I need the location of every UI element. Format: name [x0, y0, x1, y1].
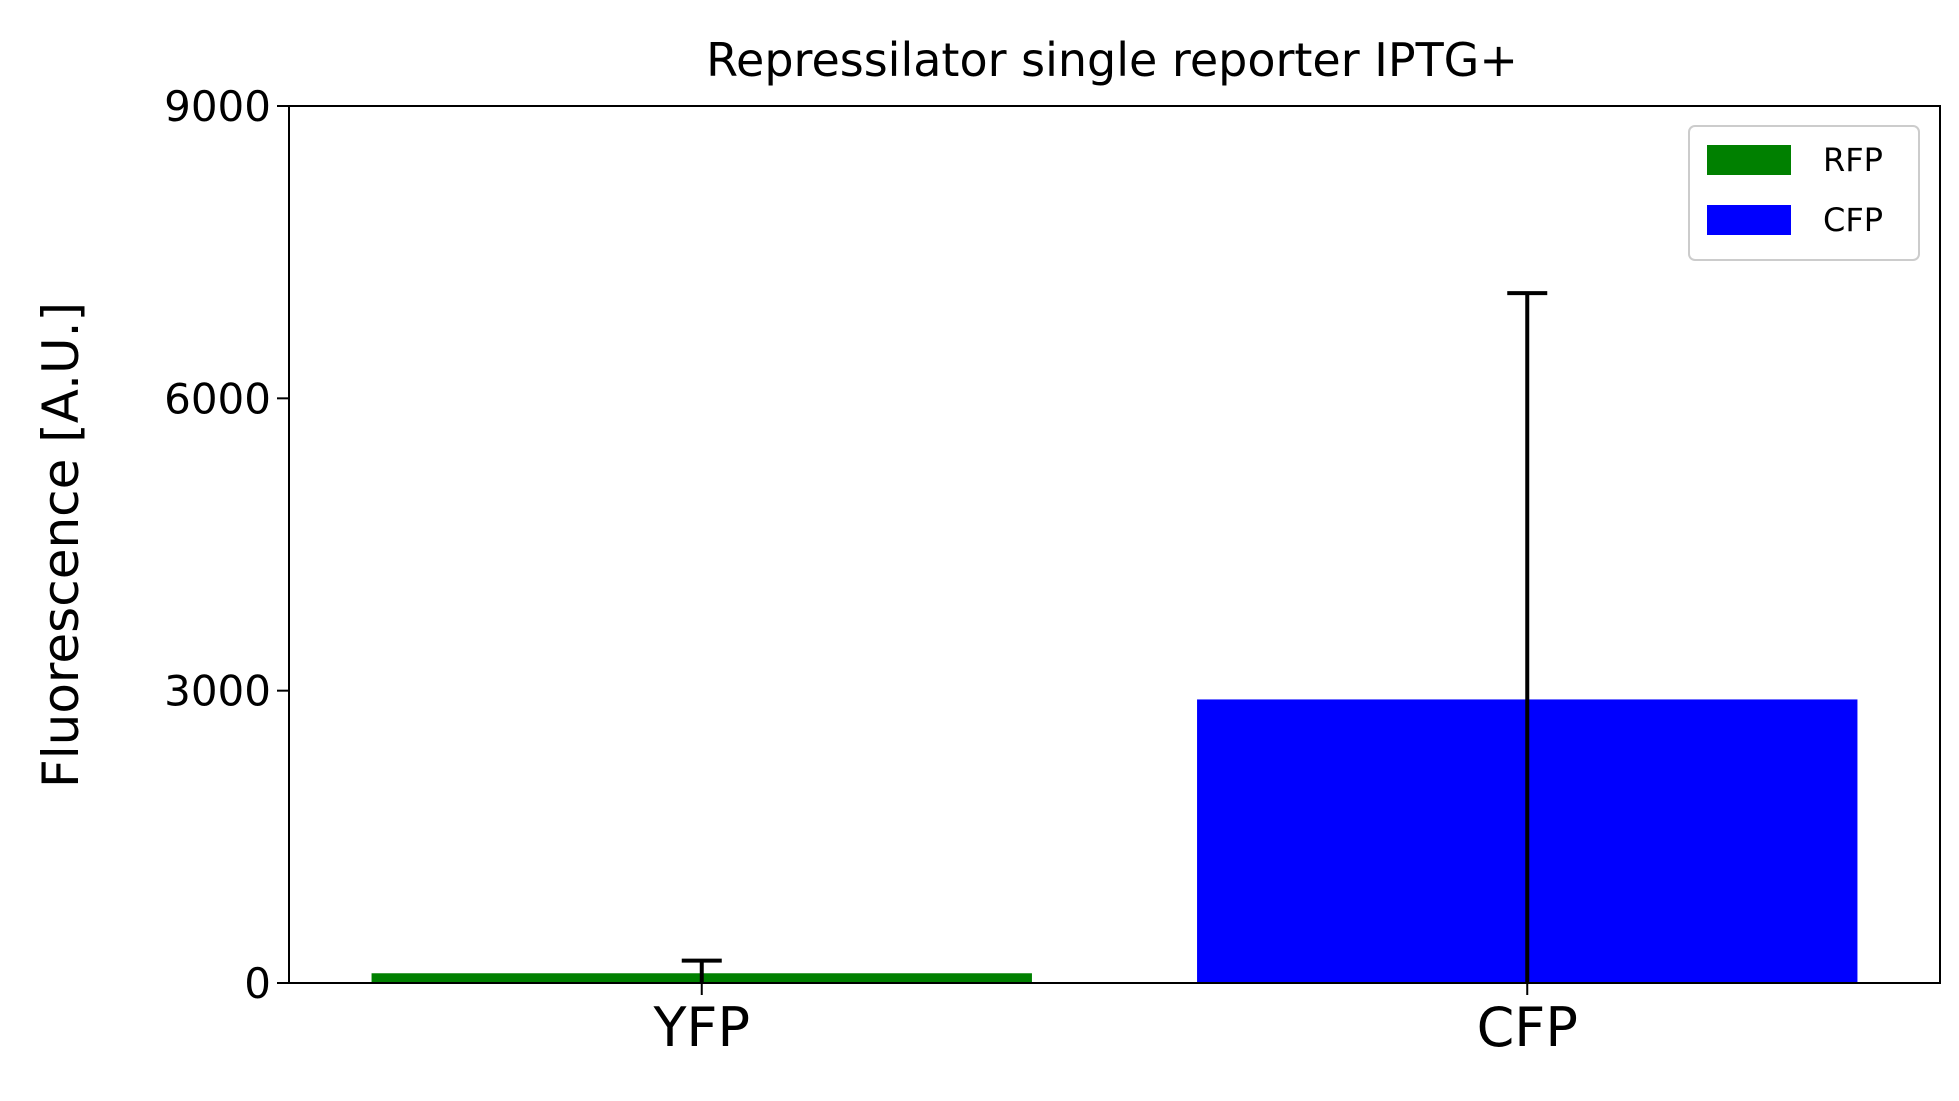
legend-swatch-rfp — [1707, 145, 1791, 175]
y-tick-label: 6000 — [164, 374, 271, 423]
y-tick-label: 9000 — [164, 82, 271, 131]
legend-label-cfp: CFP — [1823, 201, 1883, 239]
chart-title: Repressilator single reporter IPTG+ — [706, 33, 1518, 87]
x-axis-ticks: YFP CFP — [652, 983, 1578, 1059]
legend-label-rfp: RFP — [1823, 141, 1883, 179]
y-tick-label: 3000 — [164, 667, 271, 716]
y-tick-label: 0 — [244, 959, 271, 1008]
y-axis-label: Fluorescence [A.U.] — [32, 302, 90, 788]
x-tick-label: YFP — [652, 996, 750, 1059]
legend-swatch-cfp — [1707, 205, 1791, 235]
plot-frame — [288, 105, 1941, 984]
y-axis-ticks: 0 3000 6000 9000 — [164, 82, 289, 1008]
error-bars — [681, 291, 1548, 983]
x-tick-label: CFP — [1477, 996, 1578, 1059]
legend: RFP CFP — [1688, 125, 1920, 261]
legend-entries: RFP CFP — [1707, 141, 1883, 239]
